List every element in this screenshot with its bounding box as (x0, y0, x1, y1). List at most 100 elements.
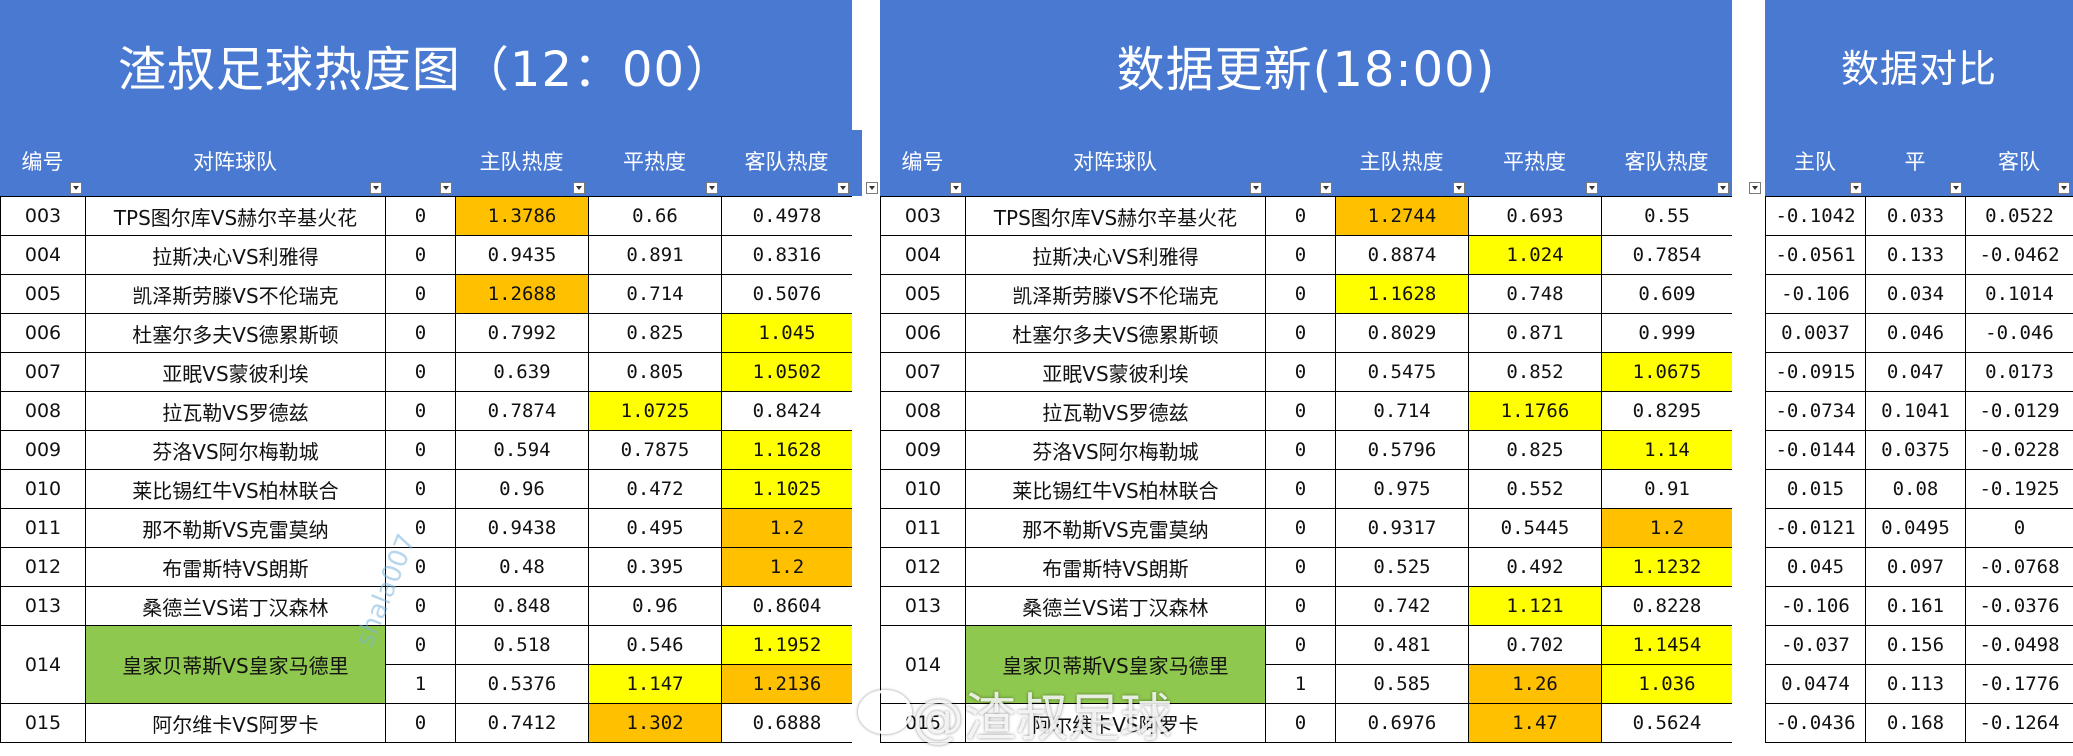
cell-id[interactable]: 008 (880, 391, 966, 431)
filter-dropdown-icon[interactable] (706, 182, 718, 194)
cell-draw-heat[interactable]: 0.693 (1468, 196, 1602, 236)
col-header-team[interactable]: 对阵球队 (965, 130, 1265, 196)
cell-diff-home[interactable]: -0.106 (1765, 586, 1866, 626)
col-header-away[interactable]: 客队 (1965, 130, 2073, 196)
cell-away-heat[interactable]: 0.609 (1601, 274, 1733, 314)
cell-diff-draw[interactable]: 0.0375 (1865, 430, 1966, 470)
filter-dropdown-icon[interactable] (1749, 182, 1761, 194)
cell-id[interactable]: 006 (880, 313, 966, 353)
cell-id[interactable]: 012 (880, 547, 966, 587)
cell-team[interactable]: 杜塞尔多夫VS德累斯顿 (85, 313, 386, 353)
cell-flag[interactable]: 0 (385, 352, 456, 392)
cell-home-heat[interactable]: 1.1628 (1335, 274, 1469, 314)
filter-dropdown-icon[interactable] (573, 182, 585, 194)
cell-diff-away[interactable]: -0.0462 (1965, 235, 2073, 275)
cell-away-heat[interactable]: 0.8424 (721, 391, 853, 431)
cell-team[interactable]: 布雷斯特VS朗斯 (965, 547, 1266, 587)
filter-dropdown-icon[interactable] (866, 182, 878, 194)
cell-diff-home[interactable]: 0.015 (1765, 469, 1866, 509)
cell-draw-heat[interactable]: 0.825 (588, 313, 722, 353)
cell-home-heat[interactable]: 0.594 (455, 430, 589, 470)
cell-diff-draw[interactable]: 0.156 (1865, 625, 1966, 665)
cell-diff-away[interactable]: -0.0498 (1965, 625, 2073, 665)
cell-draw-heat[interactable]: 1.147 (588, 664, 722, 704)
col-header-draw[interactable]: 平 (1865, 130, 1965, 196)
col-header-id[interactable]: 编号 (0, 130, 85, 196)
cell-flag[interactable]: 0 (385, 508, 456, 548)
cell-home-heat[interactable]: 1.3786 (455, 196, 589, 236)
cell-id[interactable]: 005 (0, 274, 86, 314)
cell-diff-away[interactable]: 0.1014 (1965, 274, 2073, 314)
cell-id[interactable]: 013 (880, 586, 966, 626)
cell-diff-home[interactable]: -0.1042 (1765, 196, 1866, 236)
cell-diff-home[interactable]: -0.0915 (1765, 352, 1866, 392)
col-header-draw[interactable]: 平热度 (1468, 130, 1601, 196)
col-header-flag[interactable] (1265, 130, 1335, 196)
cell-draw-heat[interactable]: 0.852 (1468, 352, 1602, 392)
cell-diff-draw[interactable]: 0.034 (1865, 274, 1966, 314)
cell-away-heat[interactable]: 1.2 (1601, 508, 1733, 548)
cell-diff-away[interactable]: -0.1264 (1965, 703, 2073, 743)
cell-away-heat[interactable]: 1.14 (1601, 430, 1733, 470)
cell-draw-heat[interactable]: 0.7875 (588, 430, 722, 470)
cell-flag[interactable]: 0 (1265, 352, 1336, 392)
cell-team[interactable]: 拉瓦勒VS罗德兹 (85, 391, 386, 431)
filter-dropdown-icon[interactable] (1586, 182, 1598, 194)
cell-away-heat[interactable]: 1.045 (721, 313, 853, 353)
cell-home-heat[interactable]: 0.9435 (455, 235, 589, 275)
cell-flag[interactable]: 0 (1265, 196, 1336, 236)
cell-team[interactable]: 拉斯决心VS利雅得 (85, 235, 386, 275)
cell-diff-home[interactable]: -0.0734 (1765, 391, 1866, 431)
filter-dropdown-icon[interactable] (2058, 182, 2070, 194)
cell-draw-heat[interactable]: 0.805 (588, 352, 722, 392)
cell-draw-heat[interactable]: 1.1766 (1468, 391, 1602, 431)
cell-team[interactable]: 拉瓦勒VS罗德兹 (965, 391, 1266, 431)
cell-flag[interactable]: 0 (385, 430, 456, 470)
cell-diff-draw[interactable]: 0.0495 (1865, 508, 1966, 548)
col-header-id[interactable]: 编号 (880, 130, 965, 196)
cell-team[interactable]: 阿尔维卡VS阿罗卡 (85, 703, 386, 743)
cell-diff-away[interactable]: 0.0173 (1965, 352, 2073, 392)
cell-team[interactable]: 芬洛VS阿尔梅勒城 (85, 430, 386, 470)
col-header-home[interactable]: 主队热度 (1335, 130, 1468, 196)
cell-diff-draw[interactable]: 0.033 (1865, 196, 1966, 236)
cell-flag[interactable]: 1 (1265, 664, 1336, 704)
cell-team[interactable]: 凯泽斯劳滕VS不伦瑞克 (965, 274, 1266, 314)
cell-diff-away[interactable]: -0.0129 (1965, 391, 2073, 431)
cell-draw-heat[interactable]: 1.0725 (588, 391, 722, 431)
cell-home-heat[interactable]: 0.714 (1335, 391, 1469, 431)
cell-diff-draw[interactable]: 0.097 (1865, 547, 1966, 587)
cell-diff-away[interactable]: -0.1776 (1965, 664, 2073, 704)
cell-home-heat[interactable]: 0.525 (1335, 547, 1469, 587)
col-header-flag[interactable] (385, 130, 455, 196)
cell-draw-heat[interactable]: 1.26 (1468, 664, 1602, 704)
cell-draw-heat[interactable]: 0.492 (1468, 547, 1602, 587)
cell-home-heat[interactable]: 0.96 (455, 469, 589, 509)
cell-diff-home[interactable]: 0.0037 (1765, 313, 1866, 353)
cell-team[interactable]: 皇家贝蒂斯VS皇家马德里 (965, 625, 1266, 704)
cell-draw-heat[interactable]: 0.5445 (1468, 508, 1602, 548)
cell-team[interactable]: 那不勒斯VS克雷莫纳 (965, 508, 1266, 548)
cell-id[interactable]: 004 (880, 235, 966, 275)
cell-flag[interactable]: 0 (385, 469, 456, 509)
cell-away-heat[interactable]: 0.91 (1601, 469, 1733, 509)
cell-flag[interactable]: 0 (1265, 235, 1336, 275)
cell-flag[interactable]: 0 (1265, 391, 1336, 431)
cell-draw-heat[interactable]: 0.891 (588, 235, 722, 275)
cell-away-heat[interactable]: 0.7854 (1601, 235, 1733, 275)
cell-home-heat[interactable]: 0.9317 (1335, 508, 1469, 548)
cell-home-heat[interactable]: 0.5376 (455, 664, 589, 704)
cell-away-heat[interactable]: 1.1232 (1601, 547, 1733, 587)
cell-diff-away[interactable]: -0.0228 (1965, 430, 2073, 470)
cell-away-heat[interactable]: 0.8604 (721, 586, 853, 626)
cell-team[interactable]: 拉斯决心VS利雅得 (965, 235, 1266, 275)
cell-flag[interactable]: 0 (1265, 703, 1336, 743)
cell-away-heat[interactable]: 0.4978 (721, 196, 853, 236)
cell-away-heat[interactable]: 1.2 (721, 508, 853, 548)
cell-diff-away[interactable]: -0.0768 (1965, 547, 2073, 587)
filter-dropdown-icon[interactable] (70, 182, 82, 194)
cell-home-heat[interactable]: 0.7992 (455, 313, 589, 353)
cell-diff-away[interactable]: -0.1925 (1965, 469, 2073, 509)
cell-id[interactable]: 003 (880, 196, 966, 236)
cell-diff-away[interactable]: -0.0376 (1965, 586, 2073, 626)
